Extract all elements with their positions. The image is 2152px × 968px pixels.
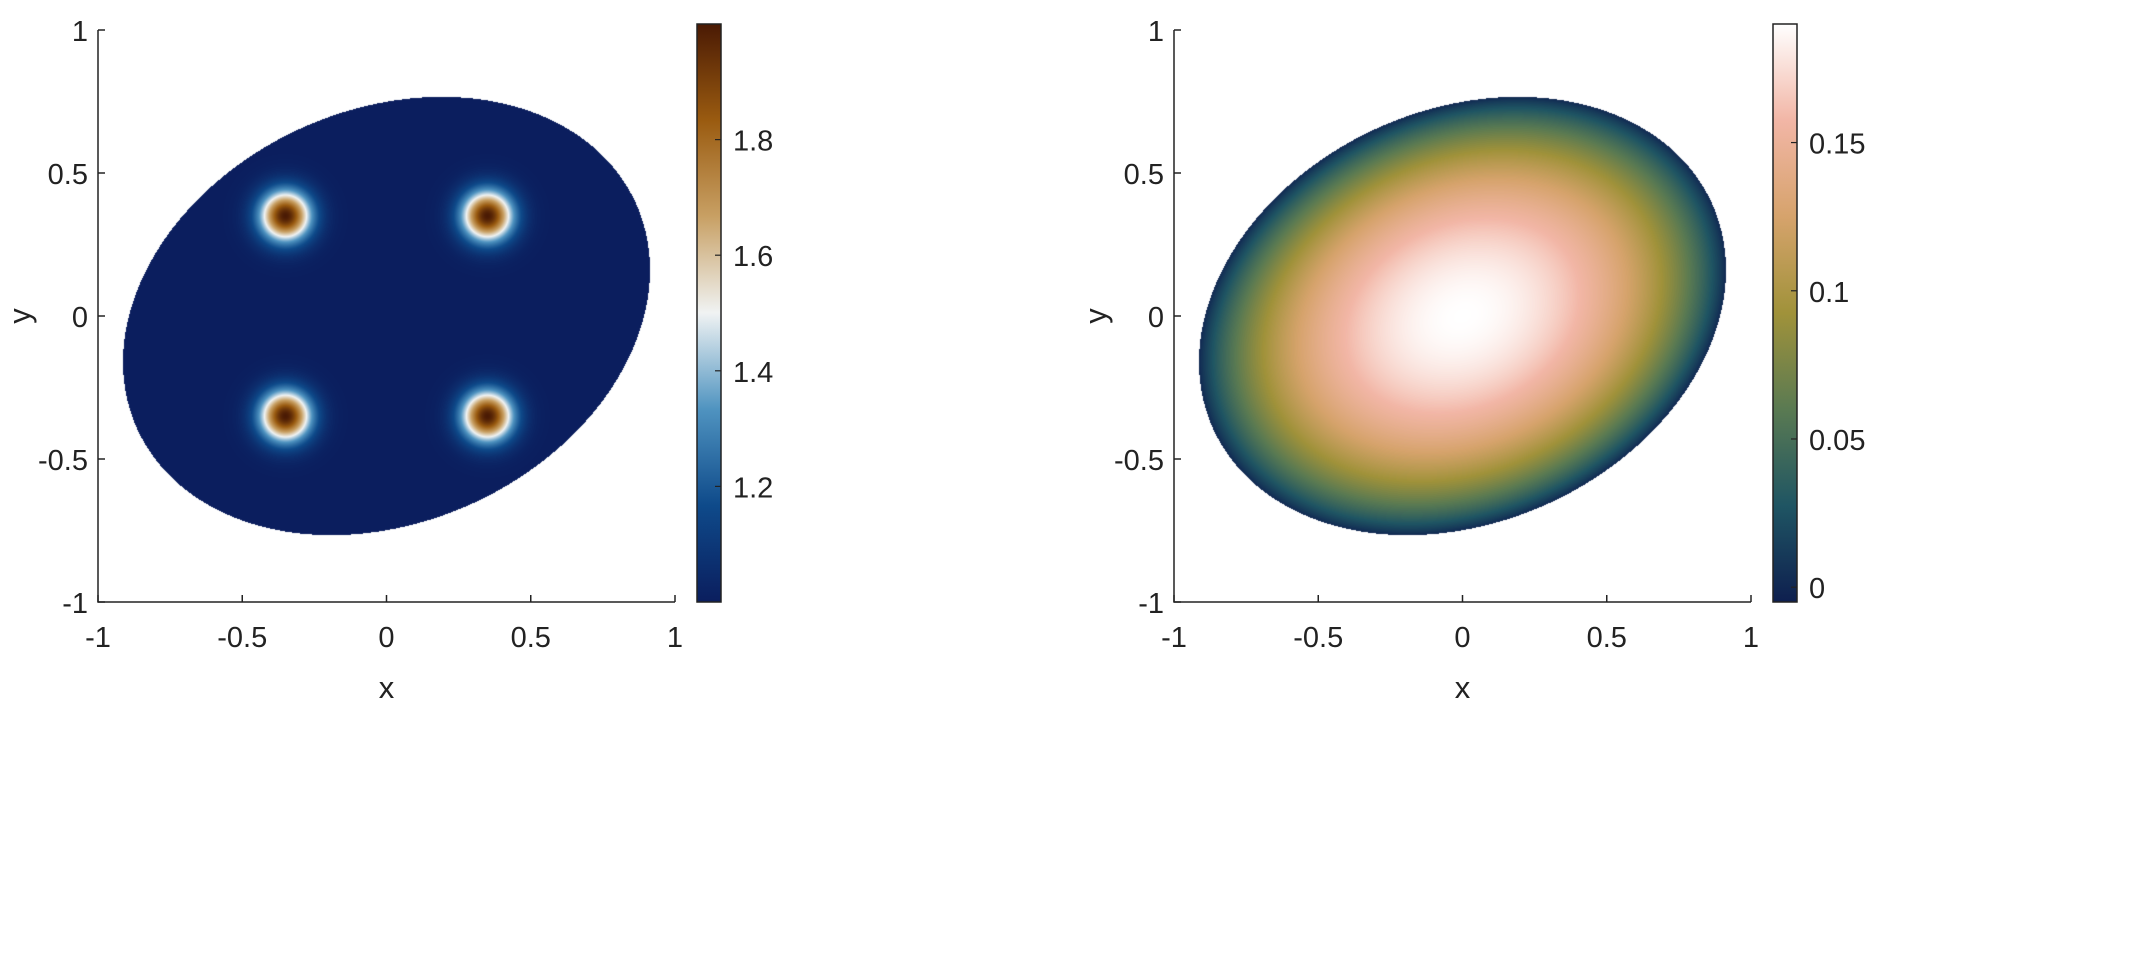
colorbar-tick-label: 1.6 xyxy=(733,241,773,273)
y-tick-label: -1 xyxy=(62,588,88,620)
colorbar xyxy=(696,23,722,603)
x-tick-label: 1 xyxy=(1743,622,1759,654)
colorbar-tick-label: 0.1 xyxy=(1809,277,1849,309)
colorbar-tick-label: 1.8 xyxy=(733,126,773,158)
x-tick-label: 0.5 xyxy=(511,622,551,654)
x-tick-label: 0.5 xyxy=(1587,622,1627,654)
x-tick-label: 1 xyxy=(667,622,683,654)
y-tick-label: -0.5 xyxy=(38,445,88,477)
colorbar-tick-label: 0.15 xyxy=(1809,129,1865,161)
y-tick-label: -1 xyxy=(1138,588,1164,620)
colorbar-tick-label: 1.4 xyxy=(733,357,773,389)
chart-panel-left: -1 -0.5 0 0.5 1 -1 -0.5 0 0.5 1 x y 1.2 1.4 1.6 1.8 xyxy=(0,0,1076,963)
y-tick-label: 0.5 xyxy=(48,159,88,191)
chart-panel-right: -1 -0.5 0 0.5 1 -1 -0.5 0 0.5 1 x y 0 0.05 0.1 0.15 xyxy=(1076,0,2152,963)
colorbar-tick-label: 1.2 xyxy=(733,472,773,504)
x-tick-label: 0 xyxy=(1454,622,1470,654)
y-tick-label: 1 xyxy=(1148,16,1164,48)
x-tick-label: -1 xyxy=(1161,622,1187,654)
colorbar xyxy=(1772,23,1798,603)
y-tick-label: 0.5 xyxy=(1124,159,1164,191)
x-axis-label: x xyxy=(1455,670,1471,705)
heatmap-field xyxy=(1174,30,1751,602)
y-tick-label: 1 xyxy=(72,16,88,48)
heatmap-field xyxy=(98,30,675,602)
colorbar-tick-label: 0.05 xyxy=(1809,425,1865,457)
heatmap-chart-right: -1 -0.5 0 0.5 1 -1 -0.5 0 0.5 1 x y 0 0.05 0.1 0.15 xyxy=(1078,16,1865,705)
y-axis-label: y xyxy=(2,308,37,324)
x-tick-label: -0.5 xyxy=(1293,622,1343,654)
x-tick-label: 0 xyxy=(378,622,394,654)
y-axis-label: y xyxy=(1078,308,1113,324)
x-axis-label: x xyxy=(379,670,395,705)
colorbar-tick-label: 0 xyxy=(1809,573,1825,605)
y-tick-label: 0 xyxy=(1148,302,1164,334)
x-tick-label: -0.5 xyxy=(217,622,267,654)
y-tick-label: -0.5 xyxy=(1114,445,1164,477)
x-tick-label: -1 xyxy=(85,622,111,654)
heatmap-chart-left: -1 -0.5 0 0.5 1 -1 -0.5 0 0.5 1 x y 1.2 1.4 1.6 1.8 xyxy=(2,16,773,705)
y-tick-label: 0 xyxy=(72,302,88,334)
